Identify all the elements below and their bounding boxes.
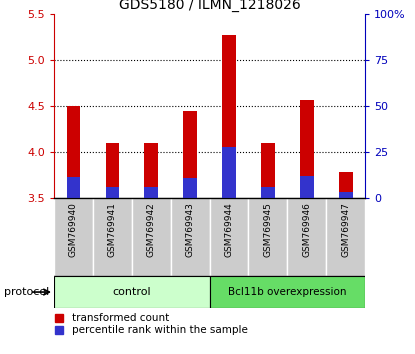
Bar — [210, 276, 365, 308]
Bar — [326, 198, 365, 276]
Bar — [300, 100, 314, 198]
Text: GSM769945: GSM769945 — [264, 202, 272, 257]
Text: GSM769943: GSM769943 — [186, 202, 195, 257]
Legend: transformed count, percentile rank within the sample: transformed count, percentile rank withi… — [55, 313, 248, 335]
Bar — [93, 198, 132, 276]
Text: GSM769946: GSM769946 — [303, 202, 311, 257]
Bar — [183, 111, 197, 198]
Text: control: control — [112, 287, 151, 297]
Text: GSM769947: GSM769947 — [341, 202, 350, 257]
Bar — [144, 187, 158, 198]
Bar — [105, 187, 119, 198]
Bar — [249, 198, 287, 276]
Bar — [144, 143, 158, 198]
Bar — [171, 198, 210, 276]
Bar — [287, 198, 326, 276]
Text: GSM769944: GSM769944 — [225, 202, 234, 257]
Bar — [66, 106, 80, 198]
Bar — [54, 198, 93, 276]
Bar — [66, 177, 80, 198]
Bar — [261, 143, 275, 198]
Bar — [183, 178, 197, 198]
Title: GDS5180 / ILMN_1218026: GDS5180 / ILMN_1218026 — [119, 0, 300, 12]
Text: protocol: protocol — [4, 287, 49, 297]
Bar — [210, 198, 249, 276]
Bar — [339, 192, 353, 198]
Bar — [300, 176, 314, 198]
Bar — [54, 276, 210, 308]
Bar — [222, 35, 236, 198]
Bar — [132, 198, 171, 276]
Bar — [222, 147, 236, 198]
Text: GSM769942: GSM769942 — [147, 202, 156, 257]
Bar — [261, 187, 275, 198]
Bar — [339, 172, 353, 198]
Text: Bcl11b overexpression: Bcl11b overexpression — [228, 287, 347, 297]
Bar — [105, 143, 119, 198]
Text: GSM769941: GSM769941 — [108, 202, 117, 257]
Text: GSM769940: GSM769940 — [69, 202, 78, 257]
